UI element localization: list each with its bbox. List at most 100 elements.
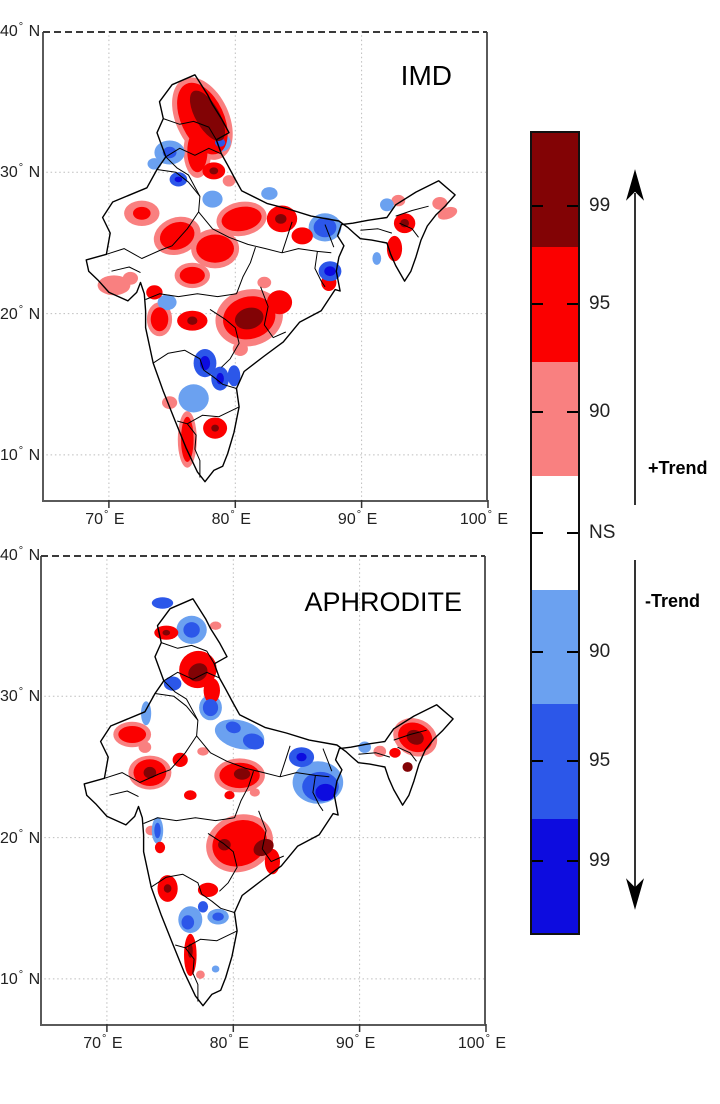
y-axis-tick-label: 40° N <box>0 545 41 564</box>
degree-symbol: ° <box>487 509 492 521</box>
trend-patch-+90 <box>197 747 209 756</box>
significance-patches <box>113 597 438 979</box>
trend-patch--95 <box>242 733 265 750</box>
colorbar-tick <box>567 532 578 534</box>
degree-symbol: ° <box>485 1033 490 1045</box>
trend-patch-+90 <box>222 175 236 187</box>
trend-patch--99 <box>324 266 336 277</box>
colorbar-tick-label: 95 <box>589 293 611 315</box>
colorbar-tick <box>567 411 578 414</box>
colorbar-tick <box>532 411 543 414</box>
trend-patch--95 <box>313 217 337 238</box>
trend-patch-+95 <box>133 206 151 220</box>
colorbar-tick <box>532 651 543 654</box>
degree-symbol: ° <box>102 1033 107 1045</box>
trend-patch--90 <box>202 190 223 208</box>
x-axis-tick-label: 80° E <box>211 509 251 528</box>
trend-patch-+99 <box>189 90 226 142</box>
y-axis-tick-label: 20° N <box>0 827 41 847</box>
degree-symbol: ° <box>18 303 24 316</box>
trend-patch-+90 <box>122 271 138 285</box>
colorbar-tick-label: 99 <box>589 850 611 871</box>
colorbar-segment-4 <box>532 590 578 705</box>
trend-patch-+99 <box>253 838 274 857</box>
axes-frame <box>42 32 488 502</box>
negative-trend-arrow-icon <box>625 560 645 910</box>
india-outline <box>85 74 456 483</box>
trend-patch-+99 <box>162 629 171 636</box>
positive-trend-label: +Trend <box>648 458 708 478</box>
trend-patch-+95 <box>179 266 205 284</box>
india-map-aphrodite <box>40 555 487 1032</box>
trend-patch--90 <box>141 701 152 726</box>
india-outline <box>83 598 454 1007</box>
trend-patch--90 <box>178 384 209 413</box>
trend-patch-+99 <box>209 167 219 175</box>
panel-title-imd: IMD <box>400 60 452 91</box>
trend-patch-+95 <box>221 206 262 232</box>
india-map-imd <box>42 31 489 508</box>
trend-patch-+95 <box>187 129 208 173</box>
colorbar-tick-label: 90 <box>589 401 611 423</box>
trend-patch-+99 <box>233 768 251 780</box>
trend-patch--95 <box>163 676 182 691</box>
trend-patch-+99 <box>402 762 413 772</box>
trend-patch-+99 <box>163 884 172 893</box>
trend-patch--95 <box>151 597 174 609</box>
degree-symbol: ° <box>18 545 24 557</box>
trend-patch-+95 <box>159 221 195 250</box>
trend-patch-+90 <box>138 741 152 753</box>
colorbar-tick-label: 90 <box>589 641 611 663</box>
colorbar-tick <box>532 204 543 207</box>
colorbar-tick <box>532 303 543 306</box>
colorbar-tick-label: NS <box>589 522 616 543</box>
trend-patch-+90 <box>437 206 458 220</box>
trend-patch--90 <box>261 187 278 200</box>
trend-patch-+99 <box>406 729 424 745</box>
state-boundaries <box>106 118 429 478</box>
trend-patch--95 <box>183 622 200 638</box>
trend-patch-+99 <box>187 316 198 325</box>
trend-patch-+90 <box>97 275 131 296</box>
trend-patch--95 <box>197 901 209 913</box>
trend-direction-arrows <box>625 169 645 910</box>
trend-patch--95 <box>154 822 161 839</box>
x-axis-tick-label: 70° E <box>85 509 125 528</box>
negative-trend-label: -Trend <box>645 591 701 611</box>
trend-patch--99 <box>174 176 183 183</box>
trend-patch-+99 <box>234 307 264 330</box>
x-axis-tick-label: 100° E <box>457 1033 507 1052</box>
trend-patch-+90 <box>209 621 222 630</box>
colorbar-tick <box>532 860 543 862</box>
degree-symbol: ° <box>354 1033 360 1045</box>
colorbar-tick-label: 95 <box>589 750 611 771</box>
degree-symbol: ° <box>18 827 24 840</box>
positive-trend-arrow-icon <box>625 169 645 505</box>
trend-patch-+90 <box>391 194 406 207</box>
graticule <box>40 555 486 1026</box>
trend-patch-+90 <box>249 788 260 797</box>
colorbar-tick <box>532 532 543 534</box>
trend-patch-+95 <box>150 307 169 332</box>
trend-patch-+99 <box>187 943 193 958</box>
x-axis-tick-label: 100° E <box>459 509 509 528</box>
colorbar-tick <box>567 204 578 207</box>
trend-patch-+90 <box>196 970 205 979</box>
y-axis-tick-label: 10° N <box>0 968 41 988</box>
trend-patch--95 <box>227 365 241 387</box>
trend-patch-+95 <box>291 227 313 245</box>
trend-patch-+95 <box>203 677 220 704</box>
map-panel-imd: IMD <box>42 31 489 508</box>
trend-patch-+99 <box>275 214 287 224</box>
trend-patch-+99 <box>400 219 409 228</box>
degree-symbol: ° <box>356 509 362 521</box>
trend-patch--90 <box>211 965 220 973</box>
trend-patch-+90 <box>257 276 272 289</box>
trend-patch-+95 <box>118 726 147 743</box>
significance-patches <box>97 77 458 468</box>
trend-patch-+90 <box>232 341 248 356</box>
axes-frame <box>40 556 486 1026</box>
colorbar <box>530 131 580 935</box>
trend-patch-+95 <box>212 820 267 867</box>
x-axis-tick-label: 90° E <box>335 1033 376 1052</box>
